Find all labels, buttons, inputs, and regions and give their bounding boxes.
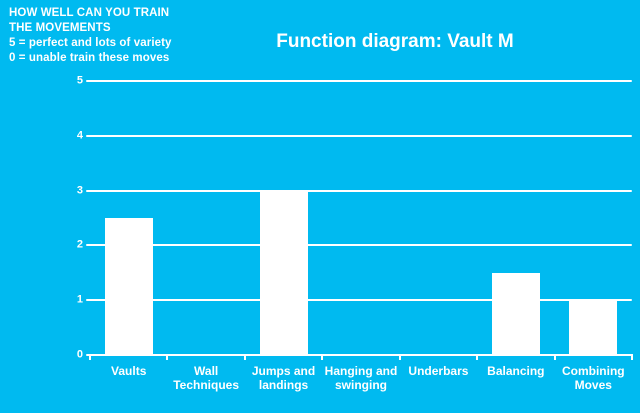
category-label: Hanging and swinging [324,364,398,392]
x-axis-tick [243,354,246,360]
category-label: Jumps and landings [251,364,316,392]
x-axis-tick [631,354,633,360]
chart-title: Function diagram: Vault M [276,31,514,52]
category-label: Underbars [408,364,469,378]
bar-jumps-and-landings [259,190,308,355]
y-axis-tick-label: 4 [76,129,83,142]
category-label: Vaults [111,364,147,378]
gridline [86,299,632,302]
plot-area: 0 1 2 3 4 5 Vaults Wall Techniques Jumps and lan… [77,75,633,392]
gridline [86,134,632,137]
x-axis-line [86,354,632,356]
y-axis-tick-label: 0 [76,348,83,361]
gridline [86,189,632,192]
y-axis-tick-label: 3 [76,184,83,197]
y-axis-tick-label: 1 [76,293,83,306]
x-axis-tick [398,354,401,360]
category-label: Balancing [487,364,545,378]
x-axis-tick [321,354,324,360]
x-axis-tick [553,354,556,360]
gridline [86,244,632,247]
bar-combining-moves [569,300,618,355]
x-axis-tick [89,354,91,360]
gridline [86,80,632,82]
chart-instructions: HOW WELL CAN YOU TRAIN THE MOVEMENTS 5 =… [9,7,172,64]
category-label: Wall Techniques [173,364,240,392]
x-axis-tick [476,354,479,360]
category-label: Combining Moves [561,364,625,392]
y-axis-tick-label: 2 [76,238,83,251]
y-axis-tick-label: 5 [76,74,83,87]
bar-balancing [491,272,540,355]
bar-vaults [104,218,153,355]
x-axis-tick [166,354,169,360]
